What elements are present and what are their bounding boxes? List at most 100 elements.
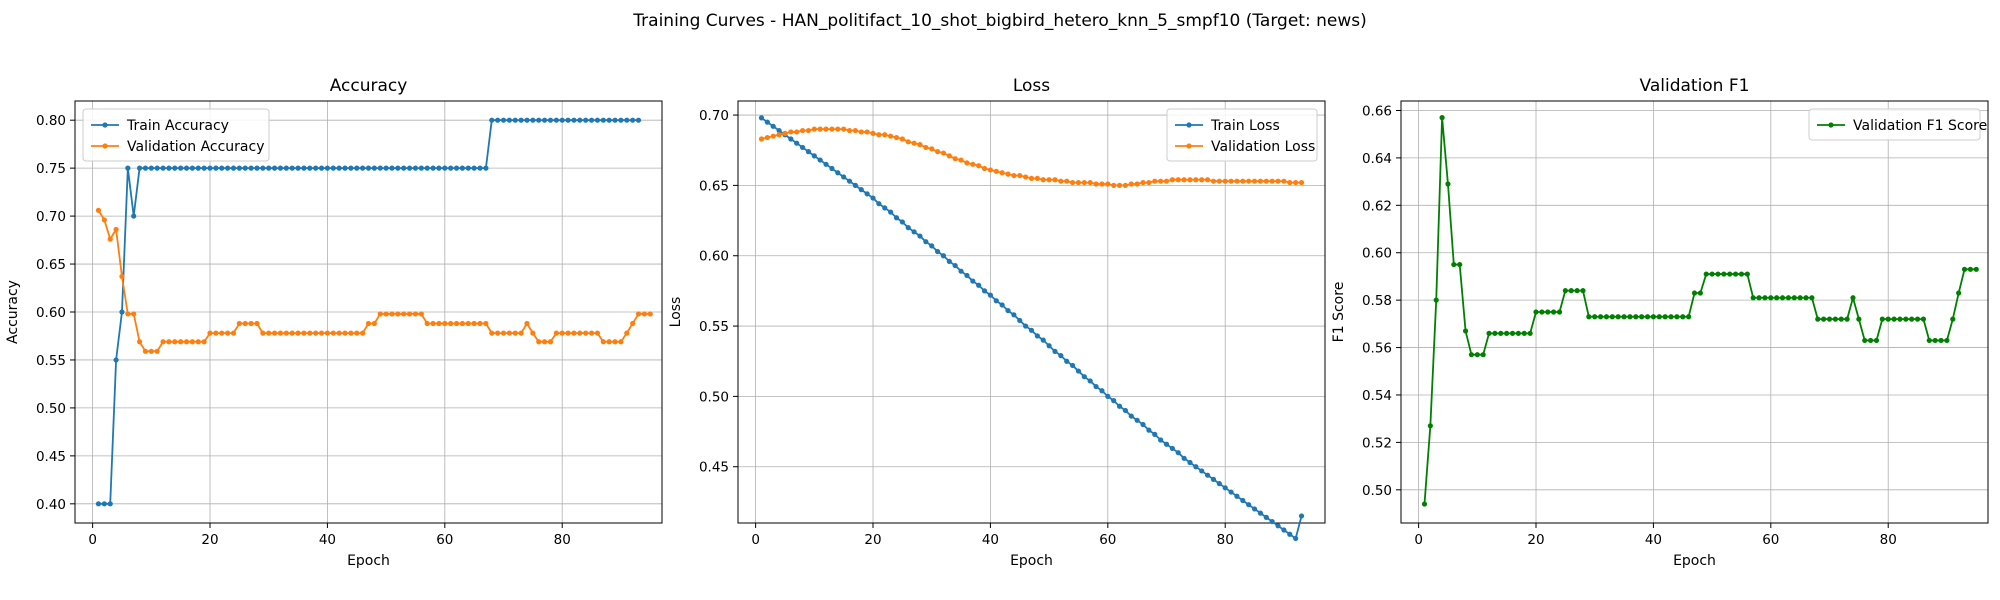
data-point bbox=[600, 117, 606, 123]
data-point bbox=[823, 126, 829, 132]
data-point bbox=[324, 330, 331, 336]
data-point bbox=[958, 157, 964, 163]
data-point bbox=[1451, 261, 1457, 268]
data-point bbox=[389, 311, 395, 317]
data-point bbox=[1727, 271, 1733, 277]
x-tick-label: 60 bbox=[436, 532, 453, 548]
data-point bbox=[518, 117, 524, 123]
y-tick-label: 0.60 bbox=[36, 305, 66, 321]
data-point bbox=[1856, 316, 1862, 322]
data-point bbox=[436, 165, 442, 171]
data-point bbox=[1228, 178, 1234, 184]
data-point bbox=[166, 339, 172, 345]
data-point bbox=[776, 127, 782, 134]
data-point bbox=[1515, 330, 1521, 336]
data-point bbox=[583, 117, 589, 123]
data-point bbox=[571, 117, 577, 123]
data-point bbox=[266, 330, 272, 336]
data-point bbox=[1674, 314, 1680, 320]
data-point bbox=[1093, 383, 1099, 390]
legend: Train Loss Validation Loss bbox=[1166, 108, 1318, 162]
data-point bbox=[794, 129, 800, 135]
data-point bbox=[893, 134, 900, 141]
data-point bbox=[1093, 181, 1099, 187]
data-point bbox=[418, 311, 424, 317]
data-point bbox=[635, 311, 642, 317]
y-tick-label: 0.45 bbox=[699, 460, 729, 476]
data-point bbox=[406, 165, 413, 171]
data-point bbox=[530, 330, 536, 336]
chart-3: 0 20 40 60 80 0.50 0.52 0.54 0.56 0.58 0.60 0.62 0.6… bbox=[1331, 76, 1989, 569]
data-point bbox=[465, 165, 471, 171]
data-point bbox=[125, 165, 131, 171]
data-point bbox=[911, 229, 917, 235]
data-point bbox=[888, 209, 894, 215]
x-tick-label: 40 bbox=[319, 532, 336, 548]
data-point bbox=[1140, 421, 1146, 428]
data-point bbox=[911, 140, 917, 146]
grid bbox=[75, 101, 662, 523]
data-point bbox=[1040, 177, 1046, 183]
grid bbox=[1401, 101, 1988, 523]
data-point bbox=[1251, 506, 1258, 512]
data-point bbox=[823, 161, 829, 167]
data-point bbox=[1891, 316, 1897, 322]
data-point bbox=[301, 330, 307, 336]
data-point bbox=[142, 165, 149, 171]
data-point bbox=[976, 282, 982, 288]
data-point bbox=[1175, 177, 1181, 183]
x-axis-label: Epoch bbox=[1010, 553, 1053, 569]
x-tick-label: 40 bbox=[982, 532, 999, 548]
data-point bbox=[1099, 181, 1105, 187]
data-point bbox=[136, 339, 143, 345]
data-point bbox=[348, 165, 354, 171]
series-1 bbox=[95, 117, 642, 507]
data-point bbox=[770, 133, 776, 139]
y-tick-label: 0.58 bbox=[1362, 293, 1392, 309]
data-point bbox=[929, 243, 935, 249]
data-point bbox=[1427, 423, 1433, 429]
data-point bbox=[624, 330, 630, 336]
data-point bbox=[377, 165, 383, 171]
data-point bbox=[923, 239, 929, 245]
data-point bbox=[277, 165, 284, 171]
legend-marker bbox=[1828, 122, 1834, 128]
data-point bbox=[1081, 374, 1087, 380]
data-point bbox=[131, 311, 137, 317]
data-point bbox=[1163, 441, 1170, 447]
data-point bbox=[923, 144, 929, 151]
data-point bbox=[1240, 497, 1246, 504]
data-point bbox=[166, 165, 172, 171]
data-point bbox=[1163, 178, 1170, 184]
data-point bbox=[1087, 179, 1093, 186]
data-point bbox=[254, 165, 260, 171]
y-tick-label: 0.50 bbox=[1362, 483, 1392, 499]
x-tick-label: 20 bbox=[1527, 532, 1544, 548]
data-point bbox=[946, 153, 952, 159]
data-point bbox=[371, 165, 377, 171]
y-tick-label: 0.50 bbox=[36, 401, 66, 417]
data-point bbox=[348, 330, 354, 336]
data-point bbox=[1105, 181, 1111, 187]
data-point bbox=[917, 142, 923, 148]
legend-label: Validation Loss bbox=[1211, 139, 1315, 155]
data-point bbox=[999, 302, 1005, 308]
data-point bbox=[1023, 323, 1029, 329]
data-point bbox=[993, 298, 999, 304]
data-point bbox=[1486, 330, 1492, 336]
data-point bbox=[295, 330, 301, 336]
y-tick-label: 0.45 bbox=[36, 449, 66, 465]
legend-label: Validation Accuracy bbox=[127, 139, 265, 155]
data-point bbox=[189, 339, 195, 345]
y-tick-label: 0.55 bbox=[699, 319, 729, 335]
data-point bbox=[1240, 178, 1246, 184]
data-point bbox=[547, 339, 554, 345]
data-point bbox=[1551, 309, 1557, 315]
data-point bbox=[383, 165, 389, 171]
data-point bbox=[219, 330, 225, 336]
data-point bbox=[782, 130, 788, 136]
data-point bbox=[1844, 316, 1850, 322]
data-point bbox=[530, 117, 536, 123]
data-point bbox=[183, 165, 190, 171]
data-point bbox=[618, 117, 624, 123]
